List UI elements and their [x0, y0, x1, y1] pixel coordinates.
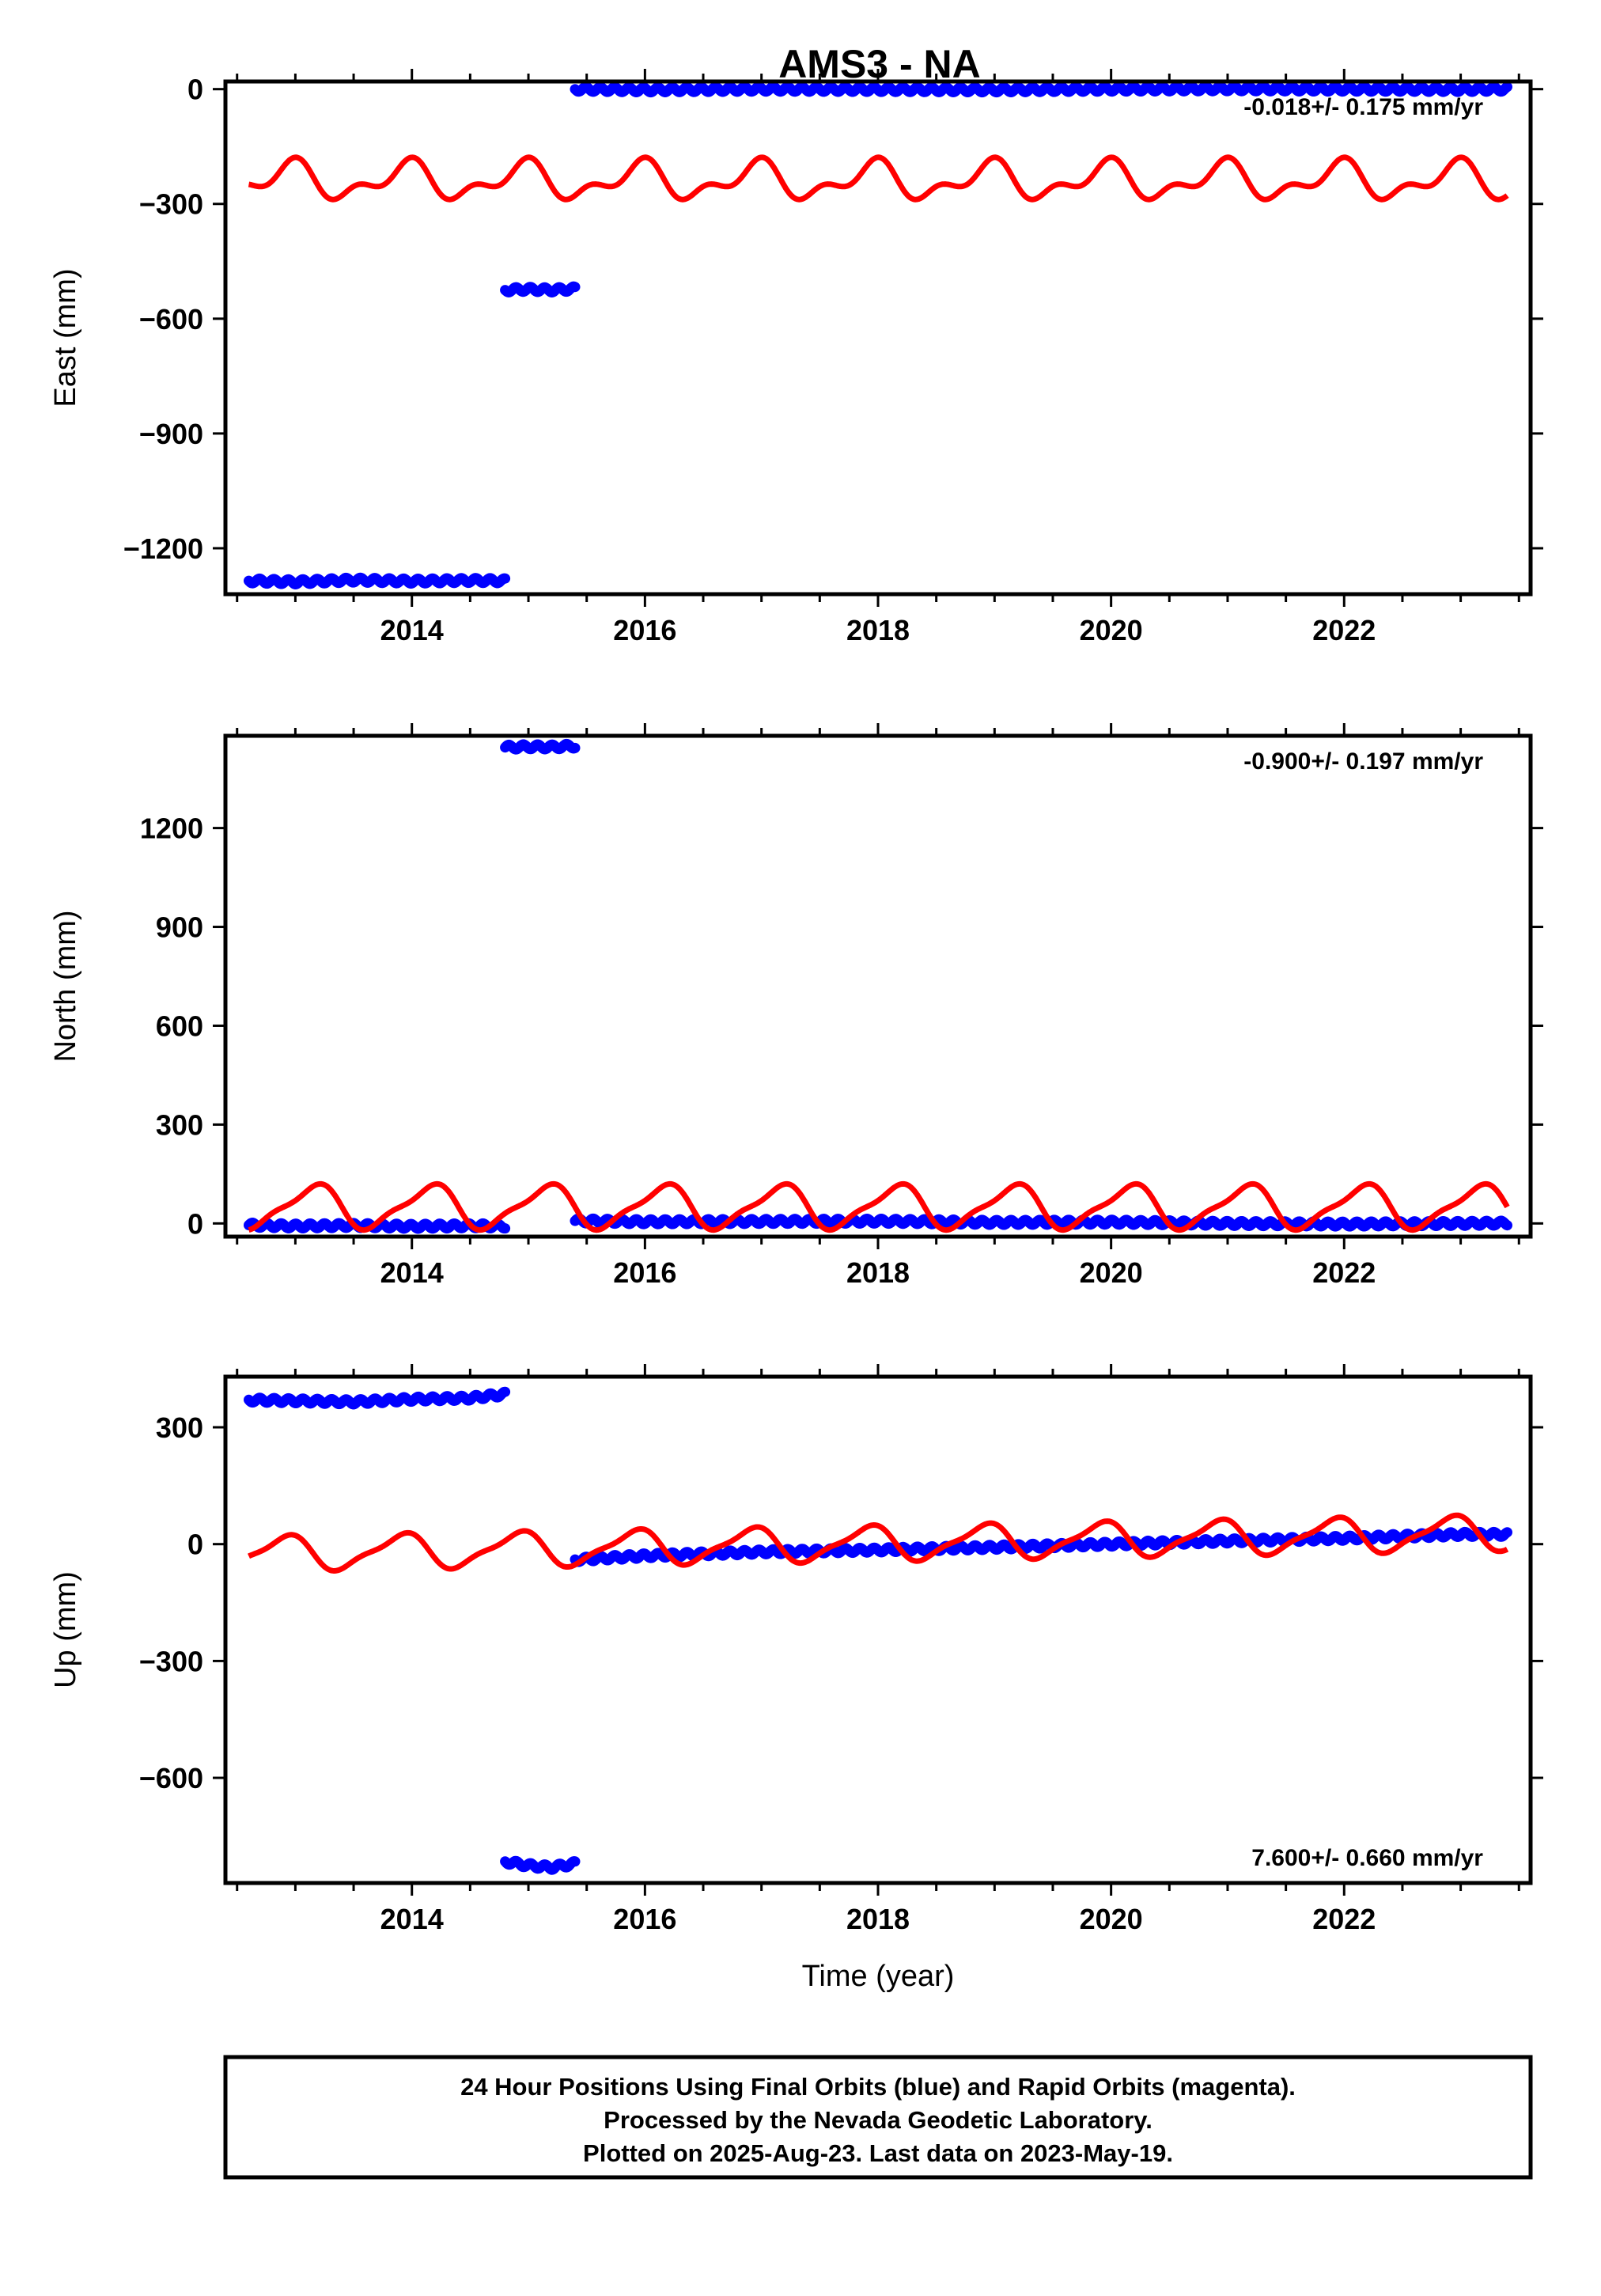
velocity-rate-label: -0.900+/- 0.197 mm/yr: [1243, 748, 1483, 775]
final-orbit-point: [1502, 1527, 1512, 1538]
x-axis-label: Time (year): [802, 1960, 955, 1993]
final-orbit-point: [570, 742, 581, 753]
rapid-orbit-line: [247, 154, 1509, 203]
y-tick-label: −600: [139, 303, 203, 335]
x-tick-label: 2016: [613, 614, 676, 646]
final-orbit-point: [570, 1856, 581, 1867]
x-tick-label: 2014: [380, 1256, 444, 1289]
footer-line-3: Plotted on 2025-Aug-23. Last data on 202…: [583, 2139, 1173, 2167]
final-orbit-point: [1502, 1220, 1512, 1231]
rapid-orbit-line: [247, 1180, 1510, 1233]
x-tick-label: 2018: [846, 1256, 910, 1289]
x-tick-label: 2018: [846, 1903, 910, 1935]
final-orbit-point: [570, 282, 581, 293]
final-orbit-point: [1502, 81, 1512, 93]
x-tick-label: 2020: [1080, 1903, 1143, 1935]
plot-frame: [223, 1374, 1533, 1885]
y-tick-label: −600: [139, 1762, 203, 1794]
y-tick-label: 1200: [140, 813, 203, 845]
chart-title: AMS3 - NA: [778, 42, 981, 86]
footer-line-2: Processed by the Nevada Geodetic Laborat…: [604, 2106, 1152, 2134]
north-panel: 2014 2016 2018 2020 2022 0 300 600 900 1200 North …: [49, 723, 1543, 1289]
footer-line-1: 24 Hour Positions Using Final Orbits (bl…: [460, 2073, 1296, 2101]
x-tick-label: 2014: [380, 1903, 444, 1935]
y-tick-label: −300: [139, 188, 203, 221]
final-orbit-point: [500, 1386, 511, 1397]
y-tick-label: −300: [139, 1645, 203, 1677]
x-tick-label: 2022: [1312, 614, 1376, 646]
y-tick-label: 900: [156, 911, 203, 944]
rapid-orbit-line: [247, 1512, 1509, 1574]
x-tick-label: 2020: [1080, 614, 1143, 646]
y-axis-label: North (mm): [49, 910, 82, 1062]
x-tick-label: 2014: [380, 614, 444, 646]
footer-box: 24 Hour Positions Using Final Orbits (bl…: [223, 2055, 1533, 2180]
velocity-rate-label: 7.600+/- 0.660 mm/yr: [1251, 1845, 1483, 1871]
plot-frame: [223, 79, 1533, 597]
plot-frame: [223, 733, 1533, 1239]
x-tick-label: 2016: [613, 1256, 676, 1289]
y-axis-label: East (mm): [49, 268, 82, 407]
up-panel: 2014 2016 2018 2020 2022 300 0 −300 −600 Up (mm) T…: [49, 1364, 1543, 1993]
x-tick-label: 2022: [1312, 1256, 1376, 1289]
x-tick-label: 2018: [846, 614, 910, 646]
y-tick-label: −1200: [123, 532, 203, 565]
footer-frame: [223, 2055, 1533, 2180]
y-tick-label: 0: [187, 1207, 203, 1240]
velocity-rate-label: -0.018+/- 0.175 mm/yr: [1243, 94, 1483, 120]
y-tick-label: 300: [156, 1411, 203, 1444]
x-tick-label: 2022: [1312, 1903, 1376, 1935]
y-tick-label: 600: [156, 1010, 203, 1042]
y-tick-label: 0: [187, 1529, 203, 1561]
x-tick-label: 2020: [1080, 1256, 1143, 1289]
y-tick-label: 0: [187, 74, 203, 106]
x-tick-label: 2016: [613, 1903, 676, 1935]
y-axis-label: Up (mm): [49, 1571, 82, 1688]
y-tick-label: 300: [156, 1108, 203, 1141]
final-orbit-point: [500, 573, 511, 584]
east-panel: 2014 2016 2018 2020 2022 0 −300 −600 −900 −1200 Ea…: [49, 69, 1543, 646]
y-tick-label: −900: [139, 418, 203, 450]
final-orbit-point: [500, 1223, 511, 1234]
